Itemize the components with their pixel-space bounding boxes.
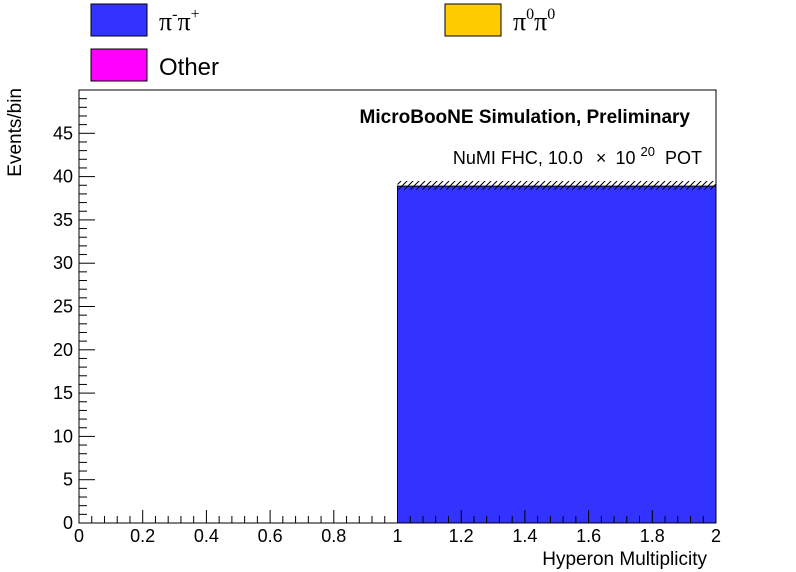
- x-axis: 0 0.2 0.4 0.6 0.8 1 1.2 1.4 1.6 1.8 2: [74, 510, 721, 546]
- y-tick-label: 15: [53, 383, 73, 403]
- x-tick-label: 1.8: [640, 526, 665, 546]
- y-axis-label: Events/bin: [5, 88, 26, 177]
- x-tick-label: 1: [392, 526, 402, 546]
- x-tick-label: 2: [711, 526, 721, 546]
- y-tick-label: 40: [53, 167, 73, 187]
- y-axis: 0 5 10 15 20 25 30 35 40 45: [53, 89, 95, 533]
- x-tick-label: 0.6: [258, 526, 283, 546]
- x-tick-label: 1.6: [576, 526, 601, 546]
- exposure-suffix: POT: [665, 148, 702, 168]
- legend-swatch-pipi: [90, 3, 148, 37]
- uncertainty-band-0: [397, 180, 716, 190]
- exposure-base: 10: [615, 148, 635, 168]
- bar-pipi-bin-1: [397, 185, 717, 524]
- y-tick-label: 25: [53, 297, 73, 317]
- legend-label-other: Other: [159, 54, 219, 81]
- legend-swatch-pi0pi0: [444, 3, 502, 37]
- y-tick-label: 45: [53, 123, 73, 143]
- x-tick-label: 0.2: [130, 526, 155, 546]
- legend-swatch-other: [90, 48, 148, 82]
- y-tick-label: 0: [63, 513, 73, 533]
- exposure-annotation: NuMI FHC, 10.0 × 10 20 POT: [453, 140, 702, 168]
- legend-label-pi0pi0: π0π0: [513, 6, 555, 36]
- bars-layer: [397, 185, 717, 524]
- x-tick-label: 0.8: [321, 526, 346, 546]
- legend-label-pipi: π-π+: [159, 6, 200, 36]
- exposure-exponent: 20: [641, 144, 655, 159]
- exposure-times: ×: [596, 148, 607, 168]
- y-tick-label: 35: [53, 210, 73, 230]
- x-tick-label: 0.4: [194, 526, 219, 546]
- y-tick-label: 5: [63, 470, 73, 490]
- x-axis-label: Hyperon Multiplicity: [542, 549, 707, 570]
- y-tick-label: 10: [53, 426, 73, 446]
- y-tick-label: 20: [53, 340, 73, 360]
- x-tick-label: 1.2: [449, 526, 474, 546]
- exposure-prefix: NuMI FHC, 10.0: [453, 148, 583, 168]
- x-tick-label: 1.4: [512, 526, 537, 546]
- x-tick-label: 0: [74, 526, 84, 546]
- y-tick-label: 30: [53, 253, 73, 273]
- chart-title: MicroBooNE Simulation, Preliminary: [360, 107, 691, 128]
- uncertainty-band-layer: [397, 180, 716, 190]
- legend: π-π+ π0π0 Other: [90, 3, 555, 82]
